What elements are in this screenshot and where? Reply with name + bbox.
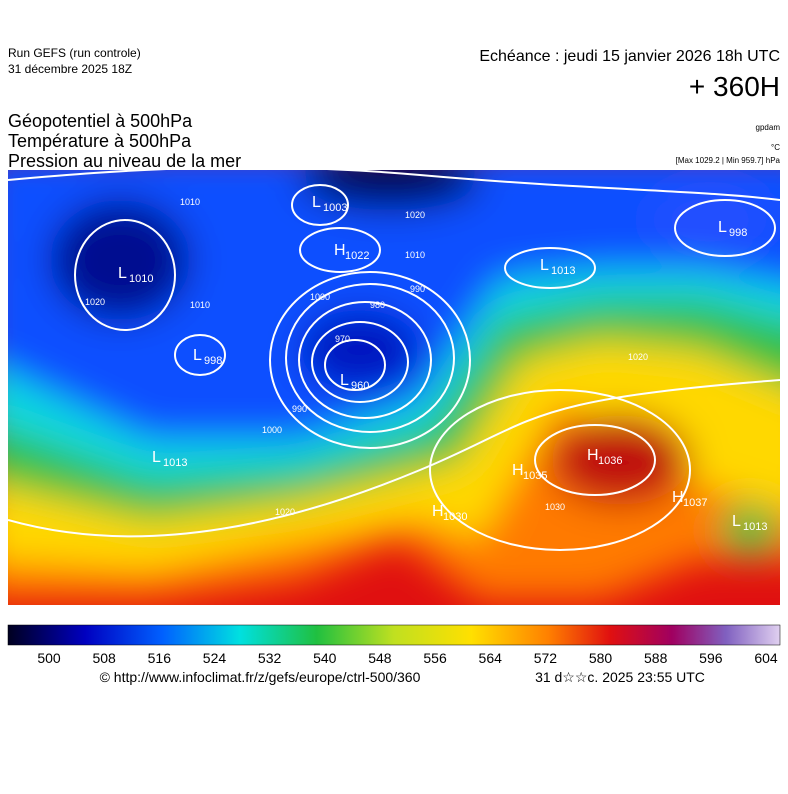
colorbar-tick: 516	[148, 650, 172, 666]
center-value: 1035	[523, 470, 547, 482]
colorbar-tick: 596	[699, 650, 723, 666]
colorbar-tick: 604	[754, 650, 778, 666]
colorbar-tick: 556	[423, 650, 447, 666]
isobar-label: 1020	[628, 352, 648, 362]
isobar-label: 1000	[310, 292, 330, 302]
isobar-label: 1010	[180, 197, 200, 207]
center-letter: L	[718, 219, 727, 236]
center-value: 1022	[345, 250, 369, 262]
isobar-label: 990	[410, 284, 425, 294]
valid-time: Echéance : jeudi 15 janvier 2026 18h UTC	[479, 48, 780, 65]
center-value: 1013	[743, 521, 767, 533]
isobar-label: 970	[335, 334, 350, 344]
isobar-label: 1020	[85, 297, 105, 307]
center-letter: H	[672, 489, 684, 506]
colorbar-tick: 580	[589, 650, 613, 666]
center-letter: L	[732, 513, 741, 530]
center-letter: H	[334, 242, 346, 259]
colorbar-tick: 564	[479, 650, 503, 666]
colorbar-tick: 572	[534, 650, 558, 666]
colorbar-ticks: 500 508 516 524 532 540 548 556 564 572 580 588 596 6…	[37, 650, 778, 666]
isobar-label: 1010	[405, 250, 425, 260]
center-letter: H	[432, 503, 444, 520]
center-letter: L	[152, 449, 161, 466]
center-value: 960	[351, 380, 369, 392]
center-value: 1037	[683, 497, 707, 509]
isobar-label: 1020	[405, 210, 425, 220]
isobar-label: 1020	[275, 507, 295, 517]
center-value: 998	[729, 227, 747, 239]
isobar-label: 990	[292, 404, 307, 414]
isobar-labels: 1010 1020 1010 1000 990 980 970 990 1000 1020 1010…	[85, 197, 648, 517]
center-value: 1013	[551, 265, 575, 277]
colorbar-tick: 524	[203, 650, 227, 666]
unit-label: °C	[771, 143, 780, 152]
run-date: 31 décembre 2025 18Z	[8, 62, 132, 76]
colorbar-tick: 532	[258, 650, 282, 666]
center-value: 1036	[598, 455, 622, 467]
center-letter: L	[312, 194, 321, 211]
isobar-label: 1030	[545, 502, 565, 512]
colorbar-tick: 548	[368, 650, 392, 666]
center-value: 1013	[163, 457, 187, 469]
isobar-label: 1000	[262, 425, 282, 435]
colorbar-tick: 540	[313, 650, 337, 666]
center-value: 1030	[443, 511, 467, 523]
center-value: 1003	[323, 202, 347, 214]
colorbar	[7, 624, 781, 646]
center-value: 998	[204, 355, 222, 367]
isobars	[8, 170, 780, 551]
isobar-label: 1010	[190, 300, 210, 310]
center-letter: H	[512, 462, 524, 479]
center-value: 1010	[129, 273, 153, 285]
field-label: Pression au niveau de la mer	[8, 151, 241, 171]
lead-time: + 360H	[689, 71, 780, 102]
center-letter: H	[587, 447, 599, 464]
field-label: Géopotentiel à 500hPa	[8, 111, 193, 131]
field-label: Température à 500hPa	[8, 131, 192, 151]
center-letter: L	[118, 265, 127, 282]
center-letter: L	[340, 372, 349, 389]
center-letter: L	[193, 347, 202, 364]
center-letter: L	[540, 257, 549, 274]
timestamp: 31 d☆☆c. 2025 23:55 UTC	[535, 669, 705, 685]
colorbar-tick: 508	[92, 650, 116, 666]
unit-label: [Max 1029.2 | Min 959.7] hPa	[676, 156, 781, 165]
unit-label: gpdam	[756, 123, 781, 132]
isobar-label: 980	[370, 300, 385, 310]
colorbar-tick: 588	[644, 650, 668, 666]
colorbar-tick: 500	[37, 650, 61, 666]
run-label: Run GEFS (run controle)	[8, 46, 141, 60]
source: © http://www.infoclimat.fr/z/gefs/europe…	[100, 669, 421, 685]
